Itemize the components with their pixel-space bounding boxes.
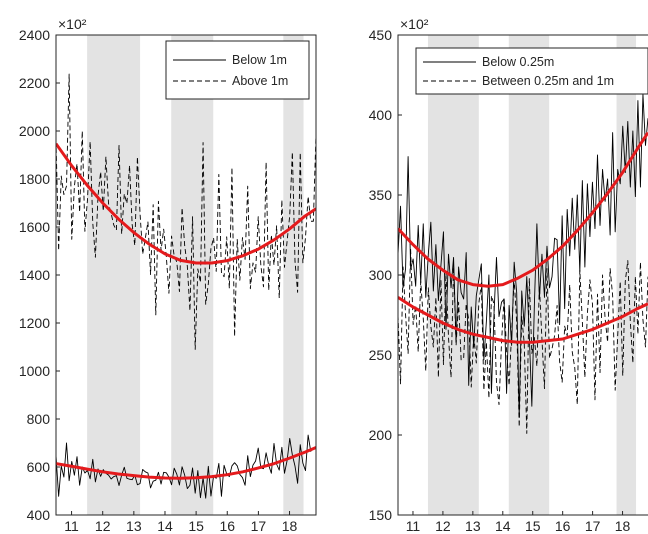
right-panel: 11 12 13 14 15 16 17 18 150 200 250 300 350 400 450 ×1… <box>369 16 648 534</box>
y-tick-label: 450 <box>369 27 393 43</box>
legend-label-below-0.25m: Below 0.25m <box>482 55 554 69</box>
legend-label-above-1m: Above 1m <box>232 74 288 88</box>
plot-lines <box>56 73 316 499</box>
y-tick-label: 1600 <box>19 219 50 235</box>
legend-label-below-1m: Below 1m <box>232 53 287 67</box>
y-tick-label: 400 <box>369 107 393 123</box>
y-tick-label: 250 <box>369 347 393 363</box>
y-exponent-label: ×10² <box>58 16 87 32</box>
y-tick-label: 350 <box>369 187 393 203</box>
x-tick-label: 13 <box>465 518 481 534</box>
shaded-band-1 <box>87 35 141 515</box>
series-line-above-1m <box>56 73 316 350</box>
x-tick-label: 14 <box>495 518 511 534</box>
y-tick-label: 150 <box>369 507 393 523</box>
y-tick-label: 800 <box>27 411 51 427</box>
legend: Below 0.25m Between 0.25m and 1m <box>415 47 648 95</box>
y-tick-label: 200 <box>369 427 393 443</box>
series-line-between-0.25m-and-1m <box>398 248 648 434</box>
plot-lines <box>398 93 648 434</box>
x-tick-label: 17 <box>251 518 267 534</box>
legend-label-between-0.25m-and-1m: Between 0.25m and 1m <box>482 74 614 88</box>
y-tick-label: 2400 <box>19 27 50 43</box>
y-tick-label: 1800 <box>19 171 50 187</box>
fit-curve-1 <box>56 446 316 480</box>
x-tick-label: 16 <box>555 518 571 534</box>
y-tick-label: 1000 <box>19 363 50 379</box>
y-tick-label: 400 <box>27 507 51 523</box>
x-tick-label: 17 <box>585 518 601 534</box>
x-tick-label: 11 <box>406 518 421 534</box>
legend: Below 1m Above 1m <box>165 40 310 100</box>
x-tick-label: 15 <box>525 518 541 534</box>
x-tick-label: 16 <box>219 518 235 534</box>
x-tick-label: 11 <box>64 518 79 534</box>
x-tick-label: 18 <box>615 518 631 534</box>
y-tick-label: 2000 <box>19 123 50 139</box>
legend-box <box>165 40 310 100</box>
x-tick-label: 12 <box>435 518 451 534</box>
y-tick-label: 1400 <box>19 267 50 283</box>
y-tick-label: 300 <box>369 267 393 283</box>
x-tick-label: 18 <box>282 518 298 534</box>
x-tick-label: 13 <box>126 518 142 534</box>
series-line-below-0.25m <box>398 93 648 418</box>
fit-curve-1 <box>398 131 648 288</box>
y-tick-label: 600 <box>27 459 51 475</box>
y-tick-label: 2200 <box>19 75 50 91</box>
fit-curve-2 <box>56 142 316 265</box>
y-exponent-label: ×10² <box>400 16 429 32</box>
shaded-band-3 <box>283 35 304 515</box>
legend-box <box>415 47 648 95</box>
x-tick-label: 14 <box>157 518 173 534</box>
axis-ticks: 11 12 13 14 15 16 17 18 400 600 800 1000 1200 1400 160… <box>19 27 298 534</box>
shaded-bands <box>87 35 304 515</box>
x-tick-label: 12 <box>95 518 111 534</box>
fit-curve-2 <box>398 296 648 344</box>
x-tick-label: 15 <box>188 518 204 534</box>
y-tick-label: 1200 <box>19 315 50 331</box>
left-panel: 11 12 13 14 15 16 17 18 400 600 800 1000 1200 1400 160… <box>19 16 317 534</box>
shaded-band-1 <box>427 35 479 515</box>
axis-ticks: 11 12 13 14 15 16 17 18 150 200 250 300 350 400 450 <box>369 27 631 534</box>
